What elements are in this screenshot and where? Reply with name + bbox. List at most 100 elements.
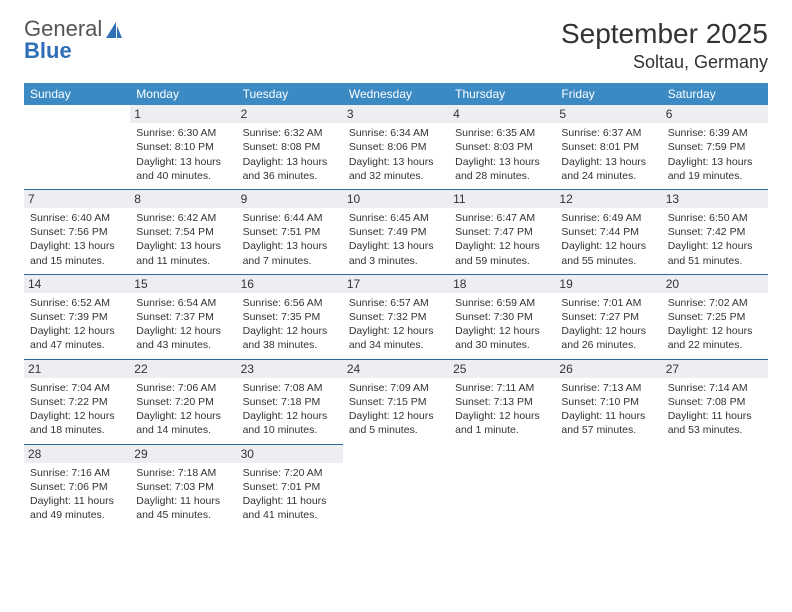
calendar-cell: 7 Sunrise: 6:40 AMSunset: 7:56 PMDaylight… bbox=[24, 189, 130, 274]
calendar-cell: 29Sunrise: 7:18 AMSunset: 7:03 PMDayligh… bbox=[130, 444, 236, 528]
calendar-cell: 30Sunrise: 7:20 AMSunset: 7:01 PMDayligh… bbox=[237, 444, 343, 528]
calendar-cell: 10 Sunrise: 6:45 AMSunset: 7:49 PMDayligh… bbox=[343, 189, 449, 274]
day-line: Daylight: 12 hours and 5 minutes. bbox=[349, 409, 443, 437]
day-line: Sunrise: 6:34 AM bbox=[349, 126, 443, 140]
day-line: Sunrise: 7:16 AM bbox=[30, 466, 124, 480]
calendar-cell: 6Sunrise: 6:39 AMSunset: 7:59 PMDaylight… bbox=[662, 105, 768, 189]
day-content: Sunrise: 6:49 AMSunset: 7:44 PMDaylight:… bbox=[561, 211, 655, 268]
day-line: Sunset: 7:32 PM bbox=[349, 310, 443, 324]
calendar-cell: 12 Sunrise: 6:49 AMSunset: 7:44 PMDayligh… bbox=[555, 189, 661, 274]
calendar-cell: 23Sunrise: 7:08 AMSunset: 7:18 PMDayligh… bbox=[237, 359, 343, 444]
day-number: 26 bbox=[555, 360, 661, 378]
day-line: Sunset: 7:35 PM bbox=[243, 310, 337, 324]
calendar-cell: 1Sunrise: 6:30 AMSunset: 8:10 PMDaylight… bbox=[130, 105, 236, 189]
day-content: Sunrise: 6:45 AMSunset: 7:49 PMDaylight:… bbox=[349, 211, 443, 268]
day-line: Daylight: 12 hours and 26 minutes. bbox=[561, 324, 655, 352]
logo-text: General Blue bbox=[24, 18, 102, 62]
day-line: Daylight: 12 hours and 22 minutes. bbox=[668, 324, 762, 352]
day-content: Sunrise: 7:01 AMSunset: 7:27 PMDaylight:… bbox=[561, 296, 655, 353]
day-number: 18 bbox=[449, 275, 555, 293]
day-line: Sunrise: 7:20 AM bbox=[243, 466, 337, 480]
day-line: Daylight: 12 hours and 38 minutes. bbox=[243, 324, 337, 352]
day-line: Sunrise: 6:49 AM bbox=[561, 211, 655, 225]
day-header: Sunday bbox=[24, 83, 130, 105]
day-line: Sunset: 7:27 PM bbox=[561, 310, 655, 324]
day-line: Sunset: 7:06 PM bbox=[30, 480, 124, 494]
day-number: 15 bbox=[130, 275, 236, 293]
day-content: Sunrise: 6:59 AMSunset: 7:30 PMDaylight:… bbox=[455, 296, 549, 353]
day-line: Sunrise: 6:47 AM bbox=[455, 211, 549, 225]
calendar-cell: 16Sunrise: 6:56 AMSunset: 7:35 PMDayligh… bbox=[237, 274, 343, 359]
day-content: Sunrise: 6:57 AMSunset: 7:32 PMDaylight:… bbox=[349, 296, 443, 353]
day-line: Sunset: 8:08 PM bbox=[243, 140, 337, 154]
day-number: 12 bbox=[555, 190, 661, 208]
day-number: 13 bbox=[662, 190, 768, 208]
day-content: Sunrise: 6:40 AMSunset: 7:56 PMDaylight:… bbox=[30, 211, 124, 268]
day-header-row: Sunday Monday Tuesday Wednesday Thursday… bbox=[24, 83, 768, 105]
calendar-cell: 20 Sunrise: 7:02 AMSunset: 7:25 PMDayligh… bbox=[662, 274, 768, 359]
day-line: Sunrise: 6:52 AM bbox=[30, 296, 124, 310]
day-content: Sunrise: 6:37 AMSunset: 8:01 PMDaylight:… bbox=[561, 126, 655, 183]
day-line: Sunset: 7:15 PM bbox=[349, 395, 443, 409]
day-line: Daylight: 12 hours and 14 minutes. bbox=[136, 409, 230, 437]
day-line: Sunrise: 6:59 AM bbox=[455, 296, 549, 310]
calendar-cell: 11Sunrise: 6:47 AMSunset: 7:47 PMDayligh… bbox=[449, 189, 555, 274]
calendar-cell bbox=[343, 444, 449, 528]
calendar-cell: 3Sunrise: 6:34 AMSunset: 8:06 PMDaylight… bbox=[343, 105, 449, 189]
day-line: Daylight: 12 hours and 30 minutes. bbox=[455, 324, 549, 352]
day-number: 28 bbox=[24, 445, 130, 463]
day-line: Sunset: 7:01 PM bbox=[243, 480, 337, 494]
day-line: Daylight: 11 hours and 41 minutes. bbox=[243, 494, 337, 522]
day-line: Daylight: 13 hours and 3 minutes. bbox=[349, 239, 443, 267]
day-line: Sunrise: 6:40 AM bbox=[30, 211, 124, 225]
day-line: Sunrise: 6:57 AM bbox=[349, 296, 443, 310]
day-line: Sunrise: 6:56 AM bbox=[243, 296, 337, 310]
day-number: 27 bbox=[662, 360, 768, 378]
day-number: 11 bbox=[449, 190, 555, 208]
day-line: Sunset: 8:03 PM bbox=[455, 140, 549, 154]
day-number: 7 bbox=[24, 190, 130, 208]
calendar-week-row: 28 Sunrise: 7:16 AMSunset: 7:06 PM Dayligh… bbox=[24, 444, 768, 528]
day-line: Sunrise: 7:11 AM bbox=[455, 381, 549, 395]
day-header: Monday bbox=[130, 83, 236, 105]
header: General Blue September 2025 Soltau, Germ… bbox=[24, 18, 768, 73]
calendar-cell bbox=[24, 105, 130, 189]
day-number: 29 bbox=[130, 445, 236, 463]
calendar-cell: 5 Sunrise: 6:37 AMSunset: 8:01 PMDaylight… bbox=[555, 105, 661, 189]
calendar-table: Sunday Monday Tuesday Wednesday Thursday… bbox=[24, 83, 768, 528]
calendar-cell: 28Sunrise: 7:16 AMSunset: 7:06 PMDayligh… bbox=[24, 444, 130, 528]
day-content: Sunrise: 7:02 AMSunset: 7:25 PMDaylight:… bbox=[668, 296, 762, 353]
day-content: Sunrise: 6:34 AMSunset: 8:06 PMDaylight:… bbox=[349, 126, 443, 183]
day-content: Sunrise: 6:52 AMSunset: 7:39 PMDaylight:… bbox=[30, 296, 124, 353]
day-number: 24 bbox=[343, 360, 449, 378]
day-number: 21 bbox=[24, 360, 130, 378]
day-number: 20 bbox=[662, 275, 768, 293]
day-number: 14 bbox=[24, 275, 130, 293]
day-line: Sunset: 8:06 PM bbox=[349, 140, 443, 154]
day-line: Sunrise: 7:09 AM bbox=[349, 381, 443, 395]
day-line: Sunrise: 7:04 AM bbox=[30, 381, 124, 395]
day-line: Sunset: 7:39 PM bbox=[30, 310, 124, 324]
day-line: Sunset: 7:37 PM bbox=[136, 310, 230, 324]
day-line: Sunset: 7:51 PM bbox=[243, 225, 337, 239]
day-number: 10 bbox=[343, 190, 449, 208]
day-line: Sunrise: 6:39 AM bbox=[668, 126, 762, 140]
month-title: September 2025 bbox=[561, 18, 768, 50]
day-content: Sunrise: 7:08 AMSunset: 7:18 PMDaylight:… bbox=[243, 381, 337, 438]
day-content: Sunrise: 6:54 AMSunset: 7:37 PMDaylight:… bbox=[136, 296, 230, 353]
day-line: Sunrise: 6:30 AM bbox=[136, 126, 230, 140]
calendar-week-row: 21 Sunrise: 7:04 AMSunset: 7:22 PM Dayligh… bbox=[24, 359, 768, 444]
day-line: Daylight: 13 hours and 11 minutes. bbox=[136, 239, 230, 267]
day-line: Daylight: 13 hours and 32 minutes. bbox=[349, 155, 443, 183]
day-line: Sunset: 7:44 PM bbox=[561, 225, 655, 239]
day-header: Tuesday bbox=[237, 83, 343, 105]
day-line: Sunrise: 6:50 AM bbox=[668, 211, 762, 225]
day-number: 5 bbox=[555, 105, 661, 123]
day-content: Sunrise: 7:11 AMSunset: 7:13 PMDaylight:… bbox=[455, 381, 549, 438]
calendar-cell: 24 Sunrise: 7:09 AMSunset: 7:15 PMDayligh… bbox=[343, 359, 449, 444]
calendar-cell bbox=[555, 444, 661, 528]
day-line: Sunset: 7:22 PM bbox=[30, 395, 124, 409]
day-line: Daylight: 13 hours and 19 minutes. bbox=[668, 155, 762, 183]
day-line: Daylight: 13 hours and 36 minutes. bbox=[243, 155, 337, 183]
day-number: 25 bbox=[449, 360, 555, 378]
